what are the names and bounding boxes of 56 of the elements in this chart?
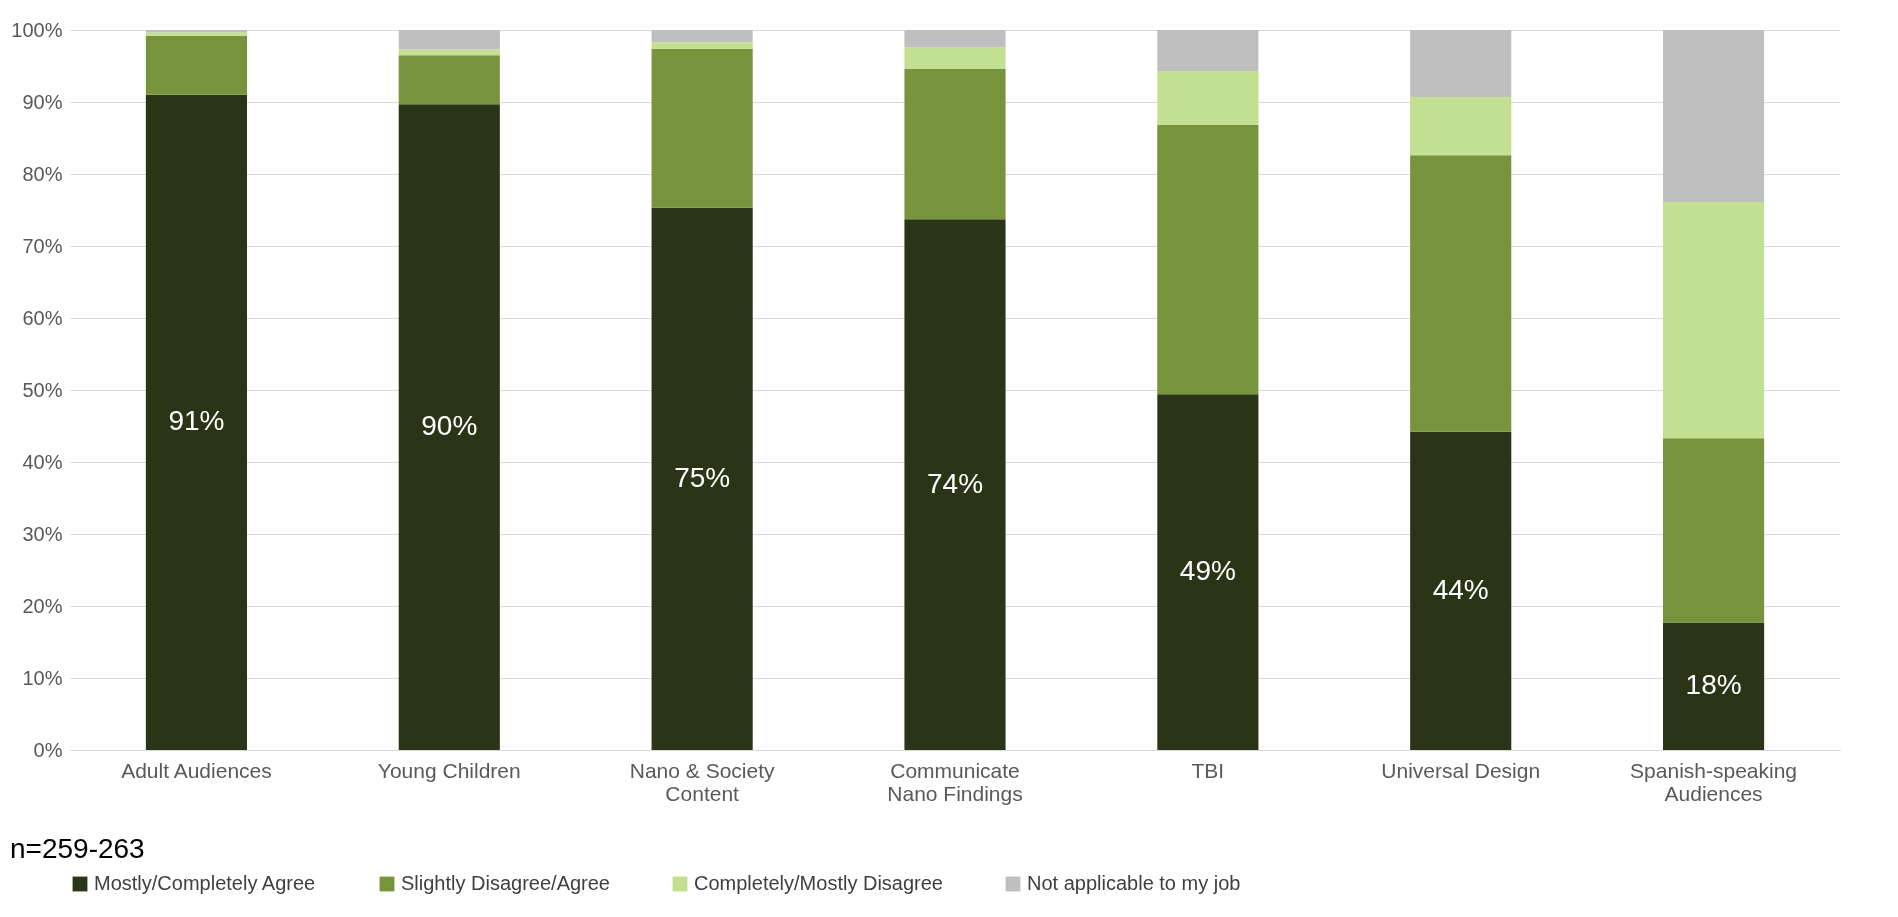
y-tick-label: 40% (22, 450, 63, 473)
data-label: 75% (674, 461, 731, 493)
bar (1410, 431, 1512, 750)
y-tick-label: 60% (22, 306, 63, 329)
data-label: 74% (926, 467, 984, 499)
bar (1157, 30, 1259, 72)
x-tick-label: TBI (1191, 758, 1225, 782)
x-tick-label: Adult Audiences (121, 758, 272, 782)
bar (398, 55, 500, 105)
y-tick-label: 30% (22, 522, 63, 545)
bar (651, 42, 753, 49)
data-label: 90% (421, 410, 478, 442)
bar (1663, 202, 1765, 439)
legend-label: Not applicable to my job (1027, 872, 1241, 894)
y-tick-label: 80% (22, 162, 63, 185)
legend-label: Completely/Mostly Disagree (694, 872, 943, 894)
y-tick-label: 70% (22, 234, 63, 257)
bar (1157, 125, 1259, 395)
x-tick-label: Nano & Society Content (629, 758, 776, 805)
y-tick-label: 10% (22, 666, 63, 689)
bar (1410, 30, 1512, 97)
bar (904, 219, 1006, 750)
x-tick-label: Young Children (377, 758, 521, 782)
bar (904, 30, 1006, 48)
y-tick-label: 20% (22, 594, 63, 617)
text: n=259-263 (10, 833, 145, 864)
x-tick-label: Universal Design (1381, 758, 1541, 782)
bar (1663, 622, 1765, 750)
bar (398, 49, 500, 56)
bar (145, 94, 247, 750)
bar (651, 30, 753, 43)
y-tick-label: 0% (33, 738, 63, 761)
data-label: 49% (1179, 555, 1236, 587)
bar (904, 68, 1006, 220)
y-tick-label: 90% (22, 90, 63, 113)
bar (145, 35, 247, 95)
legend-label: Mostly/Completely Agree (94, 872, 316, 894)
data-label: 44% (1432, 573, 1489, 605)
legend-label: Slightly Disagree/Agree (401, 872, 610, 894)
x-tick-label: Spanish-speaking Audiences (1630, 758, 1798, 805)
bar (398, 104, 500, 750)
y-tick-label: 50% (22, 378, 63, 401)
data-label: 91% (168, 405, 225, 437)
bar (904, 47, 1006, 69)
x-tick-label: Communicate Nano Findings (887, 758, 1023, 805)
y-tick-label: 100% (11, 18, 63, 41)
bar (1157, 71, 1259, 126)
bar (398, 30, 500, 50)
bar (1410, 155, 1512, 432)
bar (1663, 438, 1765, 623)
bar (1157, 394, 1259, 750)
bar (651, 48, 753, 208)
bar (651, 207, 753, 750)
data-label: 18% (1685, 669, 1742, 701)
bar (1663, 30, 1765, 203)
bar (1410, 96, 1512, 156)
